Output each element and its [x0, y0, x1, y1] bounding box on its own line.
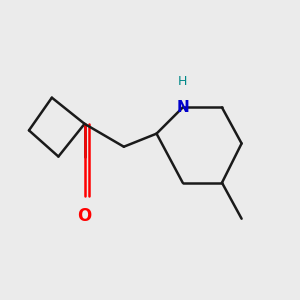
- Text: O: O: [77, 207, 92, 225]
- Text: H: H: [178, 75, 188, 88]
- Text: N: N: [176, 100, 189, 115]
